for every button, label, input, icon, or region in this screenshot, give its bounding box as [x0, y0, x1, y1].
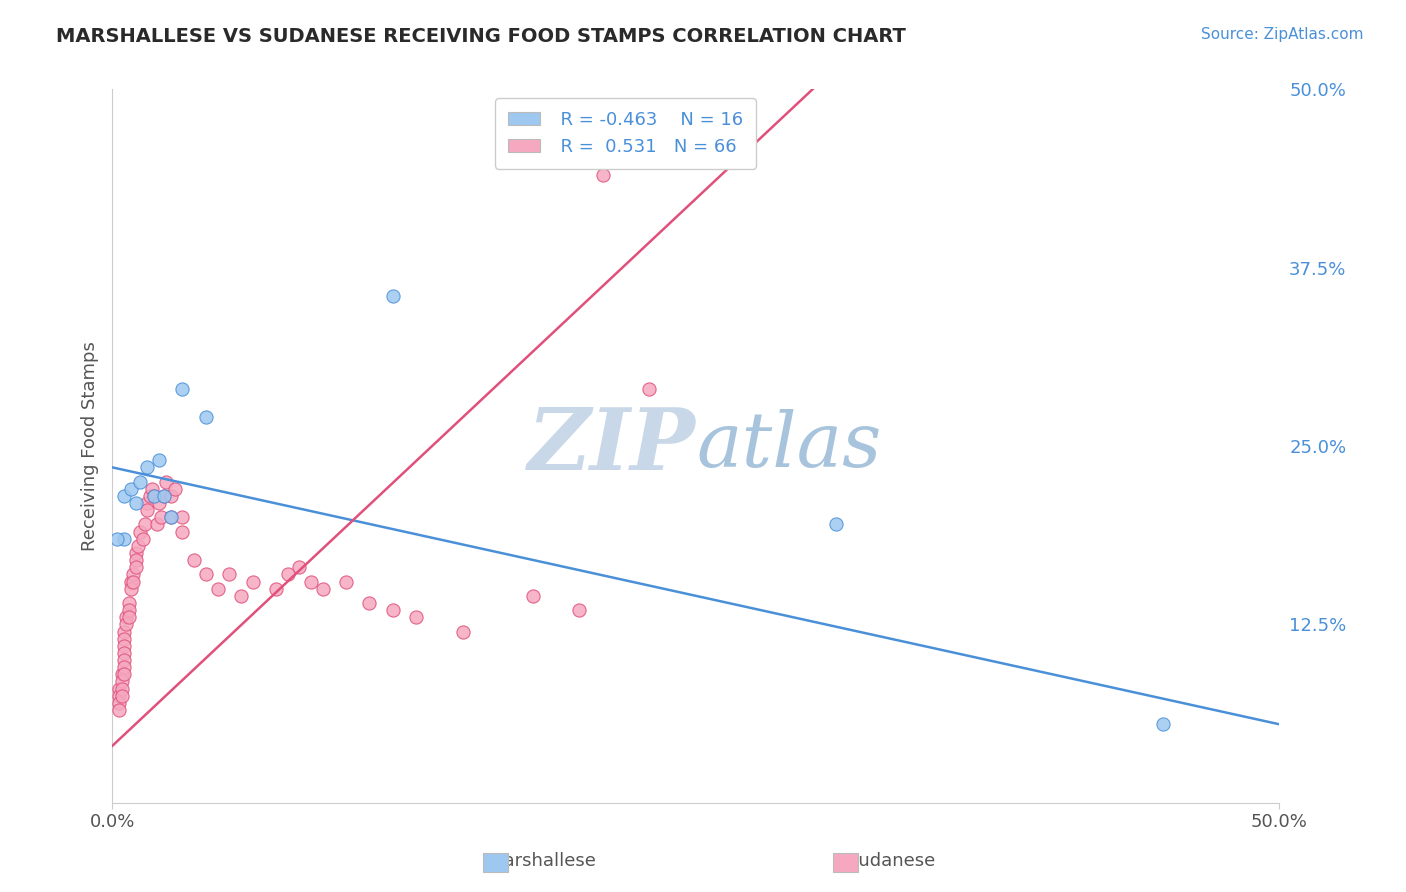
Point: [118, 610, 141, 624]
Point: [136, 496, 159, 510]
Y-axis label: Receiving Food Stamps: Receiving Food Stamps: [80, 341, 98, 551]
Point: [120, 482, 142, 496]
Point: [148, 496, 170, 510]
Point: [825, 517, 848, 532]
Point: [111, 667, 134, 681]
Point: [141, 482, 163, 496]
Point: [229, 589, 252, 603]
Point: [172, 524, 194, 539]
Text: Sudanese: Sudanese: [848, 852, 936, 870]
Point: [112, 489, 135, 503]
Point: [359, 596, 381, 610]
Point: [143, 489, 166, 503]
Point: [172, 382, 194, 396]
Text: ZIP: ZIP: [529, 404, 696, 488]
Point: [207, 582, 229, 596]
Point: [381, 603, 404, 617]
Point: [112, 632, 135, 646]
Text: Marshallese: Marshallese: [488, 852, 596, 870]
Point: [1152, 717, 1174, 731]
Point: [568, 603, 591, 617]
Point: [122, 574, 145, 589]
Point: [381, 289, 404, 303]
Point: [451, 624, 474, 639]
Text: atlas: atlas: [696, 409, 882, 483]
Point: [155, 475, 177, 489]
Point: [288, 560, 311, 574]
Point: [276, 567, 298, 582]
Point: [127, 539, 149, 553]
Point: [153, 489, 176, 503]
Point: [112, 660, 135, 674]
Point: [194, 567, 217, 582]
Point: [150, 510, 173, 524]
Point: [218, 567, 240, 582]
Point: [120, 582, 142, 596]
Point: [118, 596, 141, 610]
Point: [125, 553, 148, 567]
Point: [111, 674, 134, 689]
Point: [165, 482, 187, 496]
Point: [194, 410, 217, 425]
Point: [112, 653, 135, 667]
Point: [592, 168, 614, 182]
Point: [148, 453, 170, 467]
Text: MARSHALLESE VS SUDANESE RECEIVING FOOD STAMPS CORRELATION CHART: MARSHALLESE VS SUDANESE RECEIVING FOOD S…: [56, 27, 905, 45]
Point: [112, 532, 135, 546]
Point: [172, 510, 194, 524]
Point: [139, 489, 162, 503]
Point: [311, 582, 333, 596]
Point: [108, 689, 131, 703]
Legend:   R = -0.463    N = 16,   R =  0.531   N = 66: R = -0.463 N = 16, R = 0.531 N = 66: [495, 98, 756, 169]
Point: [112, 667, 135, 681]
Point: [264, 582, 287, 596]
Point: [134, 517, 156, 532]
Point: [522, 589, 544, 603]
Point: [115, 610, 138, 624]
Point: [299, 574, 322, 589]
Point: [112, 624, 135, 639]
Point: [118, 603, 141, 617]
Point: [111, 681, 134, 696]
Point: [146, 517, 169, 532]
Point: [129, 475, 152, 489]
Point: [112, 646, 135, 660]
Point: [242, 574, 264, 589]
Point: [129, 524, 152, 539]
Point: [136, 503, 159, 517]
Point: [108, 681, 131, 696]
Point: [111, 689, 134, 703]
Point: [125, 546, 148, 560]
Point: [143, 489, 166, 503]
Point: [122, 567, 145, 582]
Point: [112, 639, 135, 653]
Point: [160, 510, 183, 524]
Point: [132, 532, 155, 546]
Point: [638, 382, 661, 396]
Point: [125, 560, 148, 574]
Point: [120, 574, 142, 589]
Point: [335, 574, 357, 589]
Point: [108, 696, 131, 710]
Point: [108, 703, 131, 717]
Point: [105, 532, 128, 546]
Point: [160, 489, 183, 503]
Text: Source: ZipAtlas.com: Source: ZipAtlas.com: [1201, 27, 1364, 42]
Point: [160, 510, 183, 524]
Point: [115, 617, 138, 632]
Point: [153, 489, 176, 503]
Point: [136, 460, 159, 475]
Point: [405, 610, 427, 624]
Point: [183, 553, 205, 567]
Point: [125, 496, 148, 510]
